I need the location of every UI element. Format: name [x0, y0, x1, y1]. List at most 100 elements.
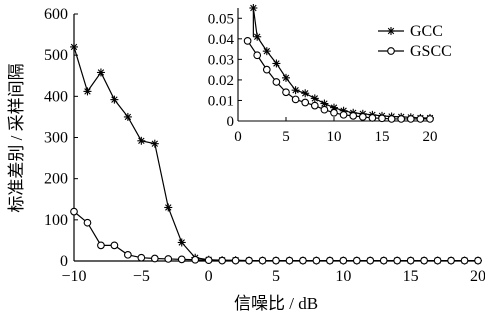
inset-point-gscc — [320, 105, 329, 114]
main-point-gscc — [258, 256, 267, 265]
inset-point-gscc — [349, 112, 358, 120]
main-point-gscc — [433, 256, 442, 265]
inset-point-gscc — [378, 114, 386, 123]
inset-point-gscc — [406, 115, 415, 123]
inset-point-gcc — [282, 73, 290, 82]
main-point-gscc — [420, 256, 428, 265]
main-point-gscc — [70, 207, 78, 216]
inset-point-gscc — [426, 115, 434, 123]
main-point-gscc — [110, 241, 119, 250]
inset-point-gscc — [358, 113, 367, 121]
main-point-gscc — [137, 253, 146, 262]
legend-marker-gscc — [387, 47, 395, 55]
main-x-tick-label: −5 — [133, 268, 150, 285]
inset-point-gscc — [243, 37, 252, 45]
main-point-gscc — [191, 255, 200, 264]
main-y-tick-label: 0 — [60, 253, 68, 270]
inset-point-gscc — [330, 108, 338, 117]
main-y-tick-label: 600 — [44, 6, 68, 23]
inset-series — [243, 4, 434, 123]
main-x-tick-label: 15 — [403, 268, 419, 285]
inset-background — [234, 8, 430, 121]
main-point-gscc — [204, 256, 213, 265]
inset-point-gcc — [262, 47, 271, 56]
inset-ticks: 0 5 10 15 20 0 0.01 0.02 0.03 0.04 0.05 — [208, 11, 438, 145]
legend-label-gcc: GCC — [410, 23, 443, 40]
inset-point-gscc — [397, 115, 406, 123]
y-axis-label: 标准差别 / 采样间隔 — [7, 63, 26, 212]
main-series — [70, 42, 482, 265]
legend-marker-gscc-glyph — [387, 47, 395, 55]
main-point-gscc — [272, 256, 280, 265]
legend-marker-gcc — [387, 27, 395, 35]
main-x-tick-label: 5 — [272, 268, 280, 285]
main-point-gcc — [83, 87, 92, 96]
main-point-gscc — [97, 241, 105, 250]
main-x-tick-label: 20 — [470, 268, 485, 285]
inset-point-gscc — [272, 78, 281, 86]
inset-point-gscc — [301, 98, 310, 107]
main-point-gcc — [150, 139, 159, 148]
main-point-gscc — [164, 255, 173, 263]
main-point-gcc — [110, 95, 119, 104]
main-point-gscc — [366, 256, 375, 265]
main-point-gscc — [83, 218, 92, 227]
main-point-gscc — [245, 256, 253, 265]
inset-x-tick-label: 5 — [282, 129, 290, 145]
inset-x-tick-label: 15 — [375, 129, 390, 145]
main-point-gcc — [137, 136, 146, 145]
main-point-gscc — [312, 256, 321, 265]
main-point-gscc — [379, 256, 388, 265]
main-point-gscc — [299, 256, 307, 265]
main-point-gscc — [326, 256, 334, 265]
main-point-gscc — [460, 256, 469, 265]
inset-point-gcc — [253, 32, 262, 41]
main-point-gscc — [339, 256, 348, 265]
main-point-gscc — [447, 256, 455, 265]
main-point-gcc — [70, 42, 78, 51]
main-y-tick-label: 400 — [44, 88, 68, 105]
main-x-tick-label: 0 — [205, 268, 213, 285]
inset-point-gscc — [291, 95, 300, 104]
main-point-gscc — [150, 254, 159, 263]
inset-x-tick-label: 20 — [423, 129, 438, 145]
main-point-gscc — [218, 256, 226, 265]
inset-point-gscc — [416, 115, 425, 123]
legend: GCC GSCC — [378, 23, 452, 60]
inset-y-tick-label: 0.01 — [208, 93, 234, 109]
inset-point-gscc — [282, 88, 290, 97]
inset-point-gscc — [310, 101, 319, 110]
inset-point-gcc — [291, 86, 300, 95]
main-point-gscc — [406, 256, 415, 265]
inset-point-gcc — [249, 4, 258, 12]
inset-y-tick-label: 0.02 — [208, 73, 234, 89]
legend-label-gscc: GSCC — [410, 43, 452, 60]
legend-marker-gcc-glyph — [387, 27, 395, 35]
inset-point-gscc — [253, 51, 262, 60]
inset-y-tick-label: 0.04 — [208, 32, 235, 48]
main-point-gscc — [124, 250, 132, 259]
main-series-line-gscc — [73, 211, 478, 262]
main-y-tick-label: 200 — [44, 171, 68, 188]
main-y-tick-label: 500 — [44, 47, 68, 64]
main-point-gscc — [231, 256, 240, 265]
main-x-tick-label: −10 — [61, 268, 86, 285]
inset-y-tick-label: 0.03 — [208, 52, 234, 68]
inset-point-gscc — [368, 114, 377, 122]
inset-point-gscc — [262, 65, 271, 74]
main-point-gcc — [177, 238, 186, 247]
inset-x-tick-label: 10 — [327, 129, 342, 145]
main-point-gscc — [393, 256, 402, 265]
inset-plot: 0 5 10 15 20 0 0.01 0.02 0.03 0.04 0.05 — [208, 4, 438, 145]
legend-entry-gcc: GCC — [378, 23, 443, 40]
main-y-tick-label: 100 — [44, 212, 68, 229]
main-point-gcc — [164, 203, 173, 212]
x-axis-label: 信噪比 / dB — [234, 294, 318, 313]
main-point-gscc — [285, 256, 294, 265]
inset-point-gcc — [310, 94, 319, 103]
inset-y-tick-label: 0.05 — [208, 11, 234, 27]
inset-point-gscc — [339, 110, 348, 119]
